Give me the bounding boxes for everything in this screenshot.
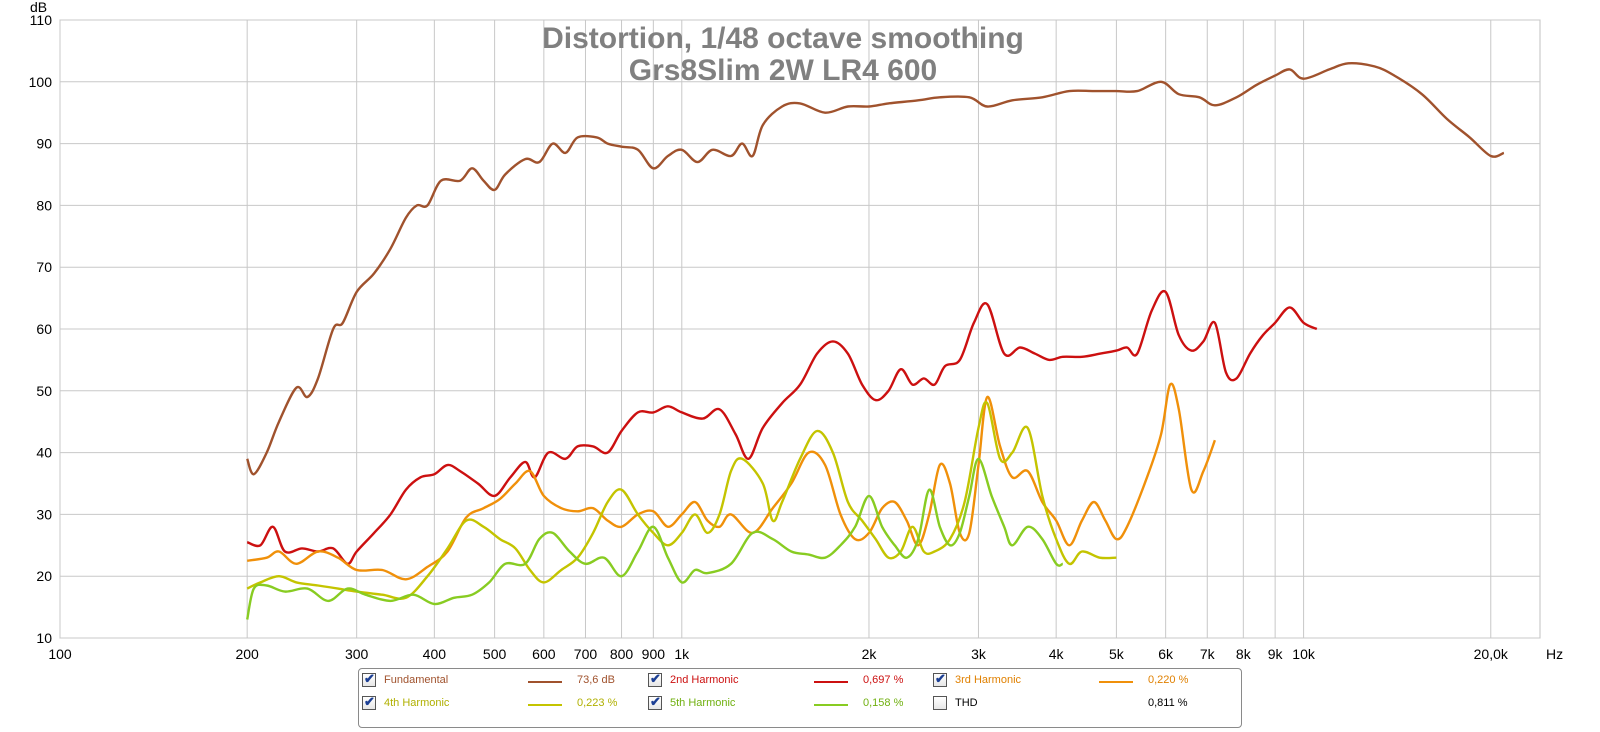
- legend-item-fundamental[interactable]: ✔ Fundamental 73,6 dB: [362, 671, 642, 690]
- legend-label-5th-harmonic: 5th Harmonic: [670, 697, 736, 709]
- legend-item-3rd-harmonic[interactable]: ✔ 3rd Harmonic 0,220 %: [933, 671, 1213, 690]
- check-icon: ✔: [650, 694, 661, 709]
- legend-panel: ✔ Fundamental 73,6 dB ✔ 2nd Harmonic 0,6…: [358, 668, 1242, 728]
- legend-value-4th-harmonic: 0,223 %: [577, 697, 618, 709]
- x-tick-label: 200: [235, 646, 259, 662]
- legend-swatch-3rd-harmonic: [1099, 681, 1133, 683]
- y-tick-label: 30: [36, 506, 52, 522]
- x-tick-label: 400: [423, 646, 447, 662]
- 3rd-harmonic-checkbox[interactable]: ✔: [933, 671, 947, 687]
- x-tick-labels: 100 200 300 400 500 600 700 800 900 1k 2k 3k 4k 5k 6k 7…: [48, 646, 1509, 662]
- y-tick-label: 20: [36, 568, 52, 584]
- legend-label-3rd-harmonic: 3rd Harmonic: [955, 674, 1022, 686]
- x-tick-label: 800: [610, 646, 634, 662]
- thd-checkbox[interactable]: [933, 696, 947, 710]
- x-tick-label: 600: [532, 646, 556, 662]
- legend-value-thd: 0,811 %: [1148, 697, 1188, 709]
- legend-label-2nd-harmonic: 2nd Harmonic: [670, 674, 739, 686]
- x-tick-label: 6k: [1158, 646, 1174, 662]
- series-group: [246, 61, 1505, 620]
- y-tick-label: 50: [36, 383, 52, 399]
- 5th-harmonic-checkbox[interactable]: ✔: [648, 694, 662, 710]
- y-tick-label: 70: [36, 259, 52, 275]
- legend-item-thd[interactable]: THD 0,811 %: [933, 695, 1213, 713]
- legend-swatch-2nd-harmonic: [814, 681, 848, 683]
- chart-title: Distortion, 1/48 octave smoothing: [542, 22, 1024, 55]
- legend-swatch-fundamental: [528, 681, 562, 683]
- y-tick-label: 10: [36, 630, 52, 646]
- x-axis-unit: Hz: [1546, 646, 1563, 662]
- legend-value-3rd-harmonic: 0,220 %: [1148, 674, 1189, 686]
- x-tick-label: 700: [574, 646, 598, 662]
- x-tick-label: 10k: [1292, 646, 1316, 662]
- 4th-harmonic-checkbox[interactable]: ✔: [362, 694, 376, 710]
- legend-value-2nd-harmonic: 0,697 %: [863, 674, 904, 686]
- y-tick-label: 110: [30, 12, 53, 28]
- x-tick-label: 500: [483, 646, 507, 662]
- x-tick-label: 100: [48, 646, 72, 662]
- chart-subtitle: Grs8Slim 2W LR4 600: [629, 54, 937, 87]
- series-line-3rd-harmonic: [246, 382, 1217, 581]
- series-line-2nd-harmonic: [246, 289, 1318, 565]
- legend-swatch-5th-harmonic: [814, 704, 848, 706]
- check-icon: ✔: [650, 671, 661, 686]
- y-tick-label: 40: [36, 445, 52, 461]
- legend-item-4th-harmonic[interactable]: ✔ 4th Harmonic 0,223 %: [362, 694, 642, 713]
- y-tick-label: 80: [36, 197, 52, 213]
- x-tick-label: 2k: [862, 646, 878, 662]
- legend-item-5th-harmonic[interactable]: ✔ 5th Harmonic 0,158 %: [648, 694, 928, 713]
- legend-value-fundamental: 73,6 dB: [577, 674, 615, 686]
- legend-item-2nd-harmonic[interactable]: ✔ 2nd Harmonic 0,697 %: [648, 671, 928, 690]
- x-tick-label: 300: [345, 646, 369, 662]
- series-line-fundamental: [246, 61, 1505, 476]
- 2nd-harmonic-checkbox[interactable]: ✔: [648, 671, 662, 687]
- legend-swatch-4th-harmonic: [528, 704, 562, 706]
- x-tick-label: 4k: [1049, 646, 1065, 662]
- x-tick-label: 900: [642, 646, 666, 662]
- x-tick-label: 9k: [1268, 646, 1284, 662]
- fundamental-checkbox[interactable]: ✔: [362, 671, 376, 687]
- check-icon: ✔: [364, 671, 375, 686]
- x-tick-label: 7k: [1200, 646, 1216, 662]
- series-line-5th-harmonic: [246, 457, 1064, 620]
- y-axis-label: dB: [30, 0, 47, 15]
- series-line-4th-harmonic: [246, 400, 1117, 600]
- legend-value-5th-harmonic: 0,158 %: [863, 697, 904, 709]
- legend-label-thd: THD: [955, 697, 978, 709]
- check-icon: ✔: [364, 694, 375, 709]
- x-tick-label: 20,0k: [1474, 646, 1509, 662]
- y-tick-label: 90: [36, 136, 52, 152]
- check-icon: ✔: [935, 671, 946, 686]
- y-tick-label: 60: [36, 321, 52, 337]
- legend-label-fundamental: Fundamental: [384, 674, 449, 686]
- legend-label-4th-harmonic: 4th Harmonic: [384, 697, 450, 709]
- grid: [59, 19, 1540, 639]
- y-tick-label: 100: [29, 74, 53, 90]
- y-tick-labels: 10 20 30 40 50 60 70 80 90 100 110: [29, 12, 53, 646]
- x-tick-label: 3k: [971, 646, 987, 662]
- x-tick-label: 8k: [1236, 646, 1252, 662]
- x-tick-label: 1k: [674, 646, 690, 662]
- x-tick-label: 5k: [1109, 646, 1125, 662]
- distortion-chart: 10 20 30 40 50 60 70 80 90 100 110 100 200 300 400 500…: [29, 0, 1563, 662]
